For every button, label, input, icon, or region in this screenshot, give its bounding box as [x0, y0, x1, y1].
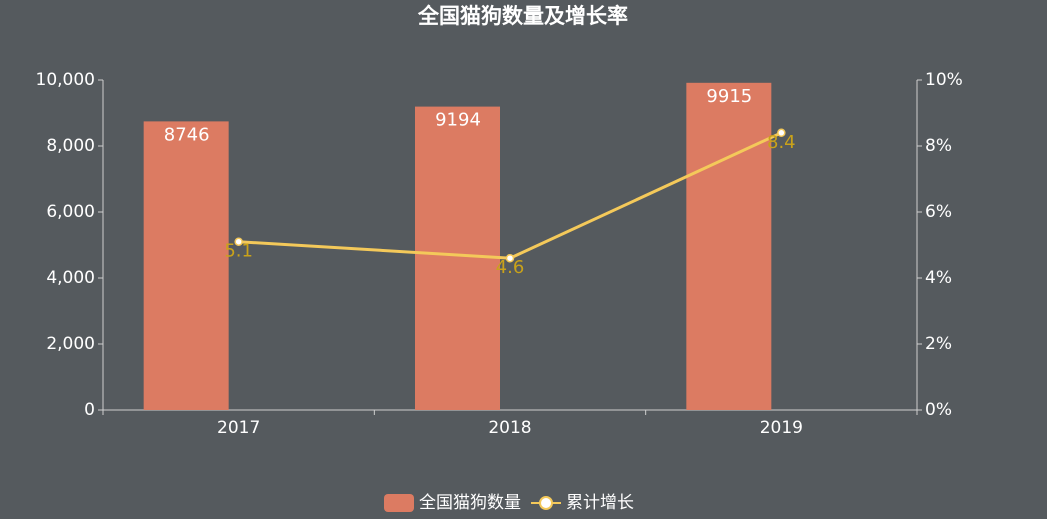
- bar: [143, 121, 229, 410]
- x-tick-label: 2019: [760, 418, 803, 438]
- y-tick-label: 6,000: [46, 202, 95, 222]
- line-value-label: 4.6: [496, 257, 525, 278]
- line-point: [234, 237, 243, 246]
- y-tick-label: 0: [84, 400, 95, 420]
- line-point: [505, 253, 515, 263]
- y-tick-label: 8,000: [46, 136, 95, 156]
- bar-value-label: 9194: [435, 110, 481, 131]
- legend-label: 累计增长: [566, 493, 634, 513]
- bar-value-label: 9915: [706, 86, 752, 107]
- y-tick-label: 4,000: [46, 268, 95, 288]
- line-value-label: 8.4: [767, 132, 796, 153]
- legend-swatch: [384, 494, 414, 512]
- chart-title: 全国猫狗数量及增长率: [417, 4, 628, 28]
- y-tick-label: 10,000: [36, 70, 95, 90]
- bar-value-label: 8746: [164, 124, 210, 145]
- y2-tick-label: 6%: [925, 202, 952, 222]
- x-tick-label: 2017: [217, 418, 260, 438]
- y2-tick-label: 0%: [925, 400, 952, 420]
- bar: [415, 106, 500, 411]
- y2-tick-label: 2%: [925, 334, 952, 354]
- legend-swatch: [539, 496, 553, 510]
- y2-tick-label: 8%: [925, 136, 952, 156]
- bar: [686, 82, 772, 411]
- line-value-label: 5.1: [224, 241, 253, 262]
- legend-label: 全国猫狗数量: [419, 493, 521, 513]
- y2-tick-label: 4%: [925, 268, 952, 288]
- y-tick-label: 2,000: [46, 334, 95, 354]
- x-tick-label: 2018: [488, 418, 531, 438]
- line-point: [777, 128, 786, 138]
- y2-tick-label: 10%: [925, 70, 963, 90]
